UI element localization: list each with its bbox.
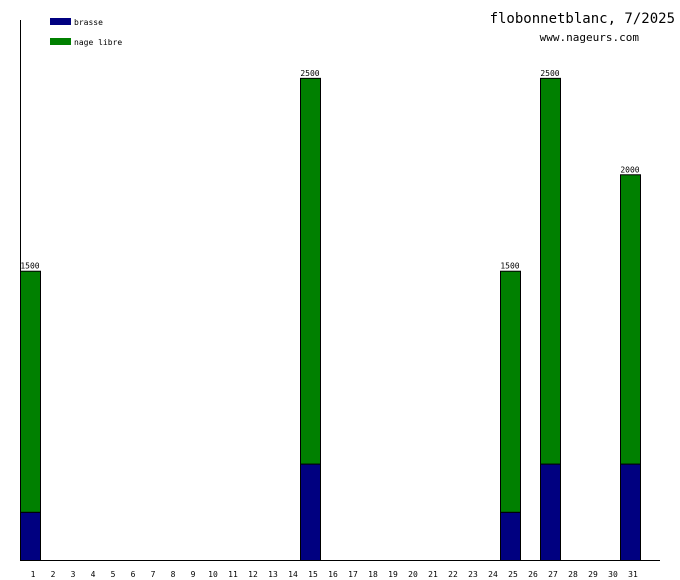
- x-tick-label: 24: [488, 570, 498, 579]
- x-tick-label: 26: [528, 570, 538, 579]
- bar-brasse-day-1: [20, 511, 41, 561]
- x-tick-label: 11: [228, 570, 238, 579]
- x-tick-label: 7: [151, 570, 156, 579]
- x-tick-label: 25: [508, 570, 518, 579]
- x-tick-label: 19: [388, 570, 398, 579]
- bar-nage-libre-day-1: [20, 270, 41, 513]
- value-label-day-27: 2500: [540, 69, 559, 78]
- x-tick-label: 16: [328, 570, 338, 579]
- value-label-day-31: 2000: [620, 165, 639, 174]
- x-tick-label: 30: [608, 570, 618, 579]
- site-url: www.nageurs.com: [540, 31, 640, 44]
- x-tick-label: 5: [111, 570, 116, 579]
- bar-brasse-day-27: [540, 463, 561, 562]
- bar-brasse-day-31: [620, 463, 641, 562]
- legend-swatch-2: [50, 38, 71, 45]
- x-tick-label: 13: [268, 570, 278, 579]
- x-tick-label: 20: [408, 570, 418, 579]
- value-label-day-15: 2500: [300, 69, 319, 78]
- x-tick-label: 3: [71, 570, 76, 579]
- x-tick-label: 29: [588, 570, 598, 579]
- chart-title: flobonnetblanc, 7/2025: [490, 11, 675, 27]
- x-tick-label: 4: [91, 570, 96, 579]
- legend-label-1: brasse: [74, 18, 103, 27]
- bar-nage-libre-day-15: [300, 77, 321, 465]
- x-tick-label: 6: [131, 570, 136, 579]
- x-tick-label: 22: [448, 570, 458, 579]
- value-label-day-1: 1500: [20, 262, 39, 271]
- x-tick-label: 14: [288, 570, 298, 579]
- bar-nage-libre-day-31: [620, 174, 641, 465]
- x-tick-label: 21: [428, 570, 438, 579]
- x-tick-label: 2: [51, 570, 56, 579]
- legend-swatch-1: [50, 18, 71, 25]
- legend: brasse nage libre: [50, 18, 122, 47]
- legend-label-2: nage libre: [74, 38, 122, 47]
- bar-nage-libre-day-27: [540, 77, 561, 465]
- x-tick-label: 1: [31, 570, 36, 579]
- x-tick-label: 27: [548, 570, 558, 579]
- x-tick-label: 23: [468, 570, 478, 579]
- bars: [20, 77, 641, 562]
- bar-nage-libre-day-25: [500, 270, 521, 513]
- value-labels: 1500 2500 1500 2500 2000: [20, 69, 639, 271]
- x-tick-label: 8: [171, 570, 176, 579]
- bar-brasse-day-25: [500, 511, 521, 561]
- x-tick-label: 28: [568, 570, 578, 579]
- x-tick-label: 17: [348, 570, 358, 579]
- x-tick-label: 9: [191, 570, 196, 579]
- x-tick-labels: 1 2 3 4 5 6 7 8 9 10 11 12 13 14 15 16 17 18 19 20 21 22 23 24 2…: [31, 570, 638, 579]
- x-tick-label: 15: [308, 570, 318, 579]
- x-tick-label: 18: [368, 570, 378, 579]
- x-tick-label: 12: [248, 570, 258, 579]
- value-label-day-25: 1500: [500, 262, 519, 271]
- bar-brasse-day-15: [300, 463, 321, 562]
- x-tick-label: 31: [628, 570, 638, 579]
- x-tick-label: 10: [208, 570, 218, 579]
